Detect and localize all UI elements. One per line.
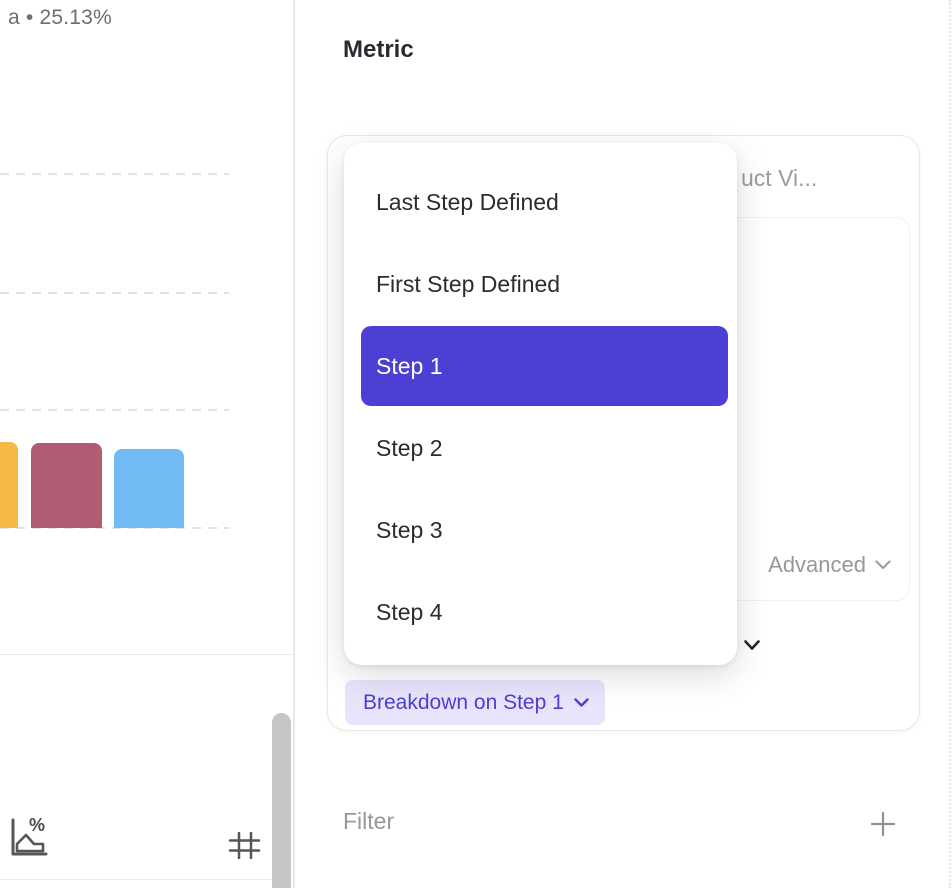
advanced-toggle[interactable]: Advanced [768, 552, 891, 578]
gridline [0, 409, 229, 411]
chart-bar [31, 443, 102, 528]
dotted-right-edge [949, 0, 951, 888]
panel-bottom-border [0, 879, 272, 880]
advanced-label: Advanced [768, 552, 866, 577]
metric-section-title: Metric [343, 36, 414, 63]
gridline [0, 292, 229, 294]
step-dropdown-menu: Last Step Defined First Step Defined Ste… [344, 143, 737, 665]
filter-section-title: Filter [343, 808, 395, 834]
chevron-down-icon [875, 560, 891, 570]
scrollbar-thumb[interactable] [272, 713, 291, 888]
svg-text:%: % [29, 816, 45, 835]
chart-panel: a • 25.13% % [0, 0, 293, 888]
legend-label: a • 25.13% [8, 6, 112, 29]
chart-bar [0, 442, 18, 528]
bar-chart [0, 0, 293, 888]
gridline [0, 173, 229, 175]
conversion-chart-icon[interactable]: % [7, 815, 49, 865]
event-name-truncated[interactable]: uct Vi... [741, 165, 818, 191]
gridline [0, 527, 229, 529]
chart-bar [114, 449, 184, 528]
dropdown-option-step-4[interactable]: Step 4 [376, 598, 443, 625]
vertical-divider [293, 0, 295, 888]
dropdown-option-last-step-defined[interactable]: Last Step Defined [376, 188, 559, 215]
add-filter-plus-icon[interactable] [869, 810, 897, 843]
panel-divider [0, 654, 293, 655]
hash-grid-icon[interactable] [228, 831, 261, 864]
dropdown-option-step-3[interactable]: Step 3 [376, 516, 443, 543]
breakdown-pill-button[interactable]: Breakdown on Step 1 [345, 680, 605, 725]
chevron-down-icon[interactable] [744, 638, 760, 656]
dropdown-option-first-step-defined[interactable]: First Step Defined [376, 270, 561, 297]
chevron-down-icon [574, 697, 589, 707]
dropdown-option-step-2[interactable]: Step 2 [376, 434, 443, 461]
breakdown-label: Breakdown on Step 1 [363, 690, 564, 714]
dropdown-option-step-1-selected[interactable]: Step 1 [344, 325, 737, 407]
